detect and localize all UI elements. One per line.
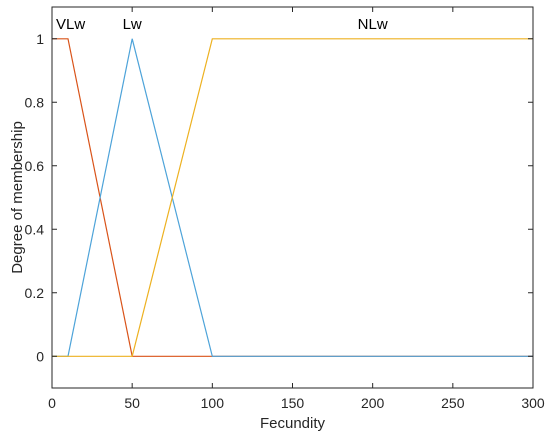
series-label-vlw: VLw: [56, 16, 85, 33]
series-layer: [52, 38, 533, 357]
x-axis-title: Fecundity: [260, 415, 326, 432]
x-tick-label: 300: [521, 395, 545, 411]
tick-layer: 0 50 100 150 200 250 300 0 0.2 0.4 0.6 0.8 1: [25, 7, 545, 411]
y-tick-label: 0.2: [25, 285, 45, 301]
x-tick-label: 100: [201, 395, 225, 411]
y-tick-label: 0.8: [25, 94, 45, 110]
x-tick-label: 50: [124, 395, 140, 411]
series-label-lw: Lw: [123, 16, 142, 33]
series-line-vlw: [52, 38, 533, 357]
x-tick-label: 250: [441, 395, 465, 411]
x-tick-label: 0: [48, 395, 56, 411]
y-tick-label: 0.4: [25, 221, 45, 237]
series-line-nlw: [52, 38, 533, 357]
series-label-layer: VLw Lw NLw: [56, 16, 388, 33]
y-tick-label: 0: [36, 348, 44, 364]
y-tick-label: 0.6: [25, 158, 45, 174]
plot-frame: [51, 6, 534, 389]
x-tick-label: 200: [361, 395, 385, 411]
series-label-nlw: NLw: [358, 16, 388, 33]
y-axis-title: Degree of membership: [9, 121, 26, 274]
y-tick-label: 1: [36, 31, 44, 47]
x-tick-label: 150: [281, 395, 305, 411]
series-line-lw: [52, 38, 533, 357]
